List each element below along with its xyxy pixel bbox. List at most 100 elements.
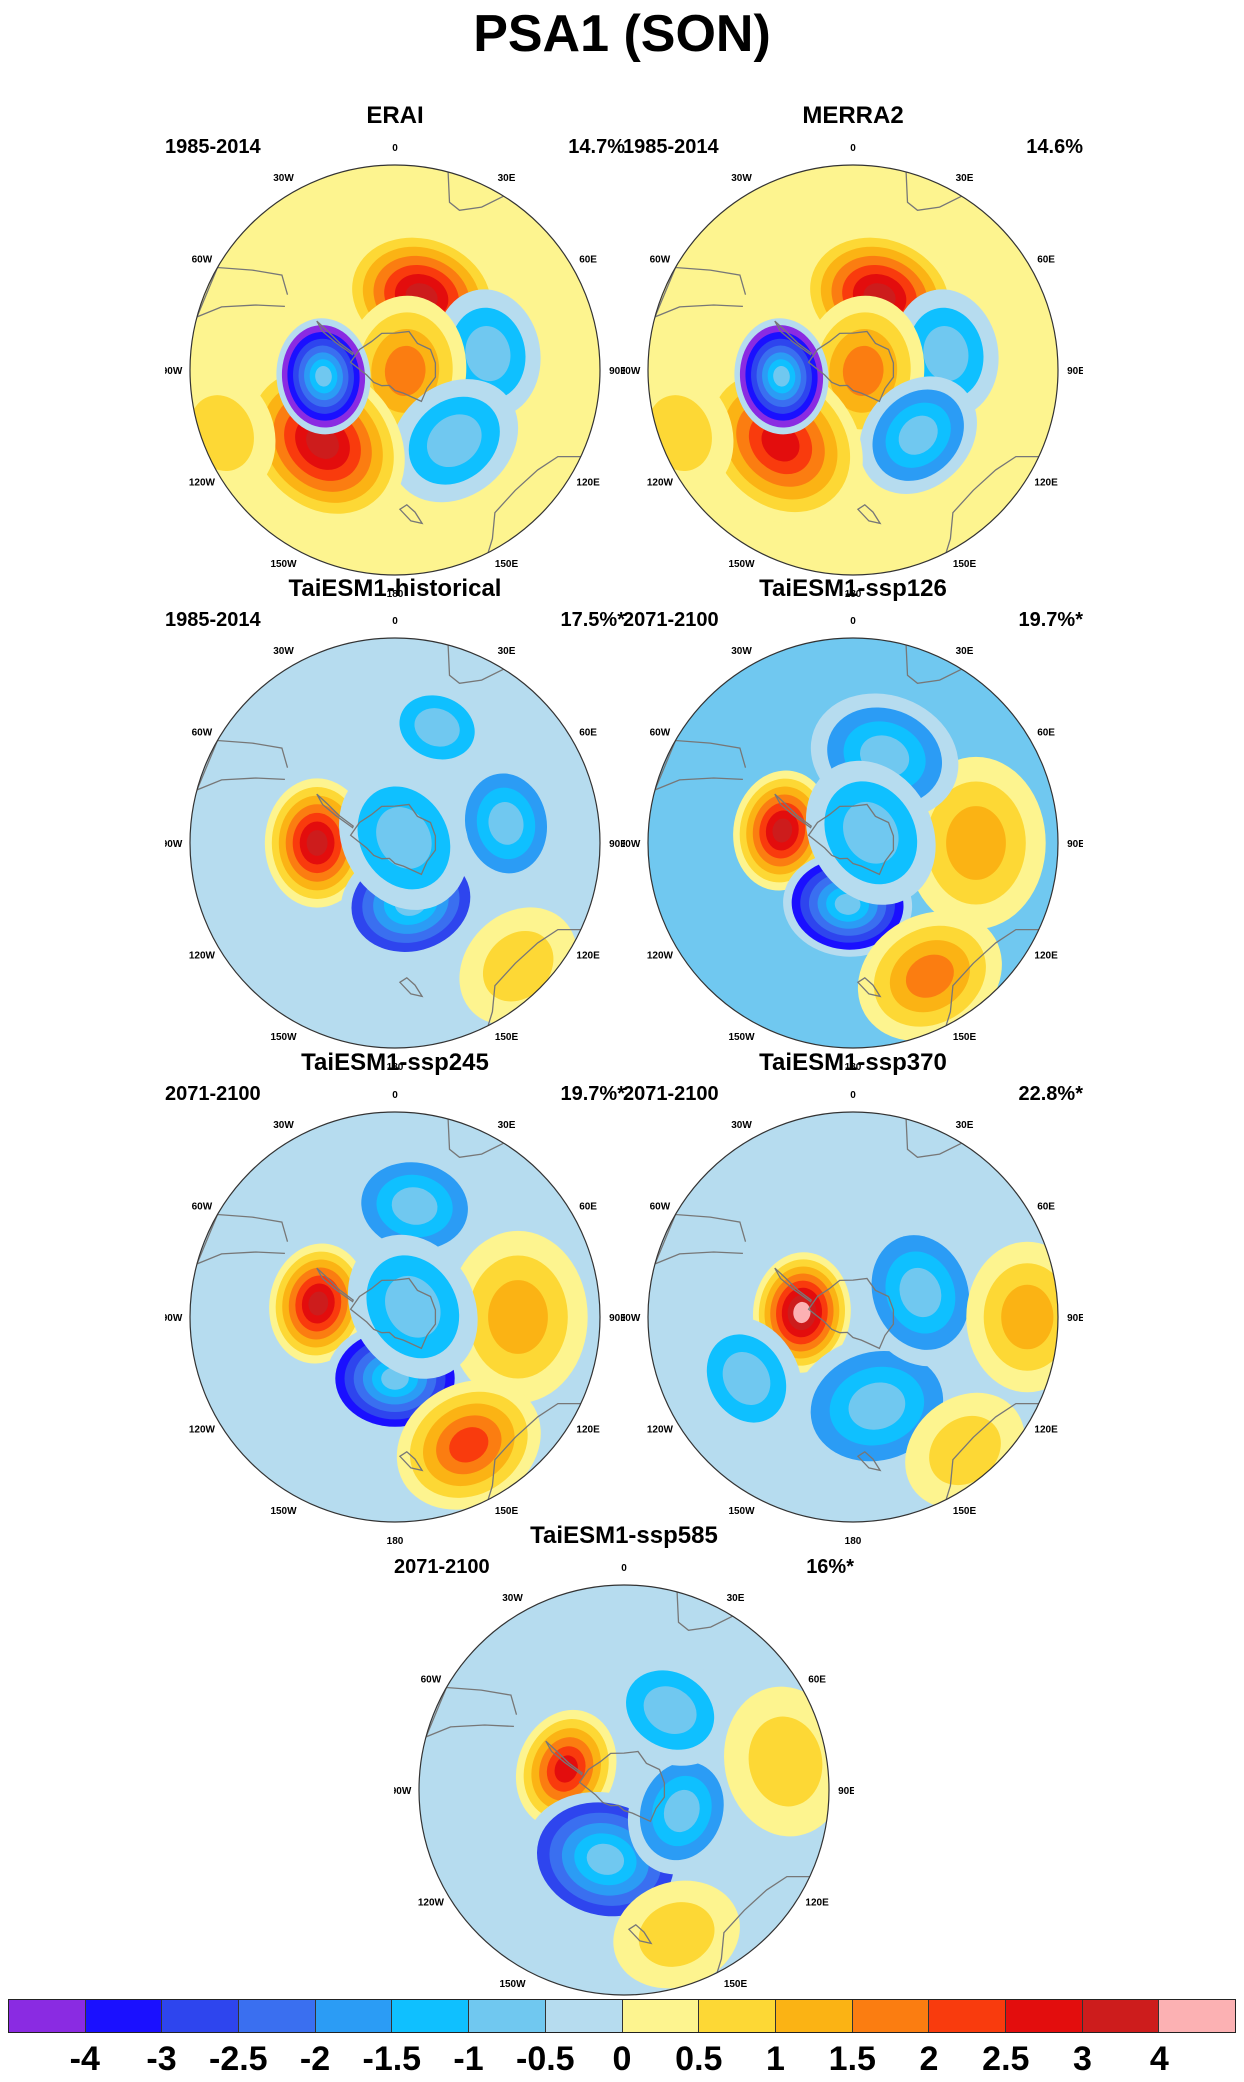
longitude-label: 120W — [189, 951, 216, 962]
longitude-label: 0 — [392, 616, 398, 627]
coastline — [195, 1213, 289, 1266]
colorbar-tick-label: -1 — [453, 2040, 484, 2078]
contour-fill — [722, 1352, 771, 1405]
colorbar-swatch — [852, 2000, 930, 2032]
panel-title: TaiESM1-ssp370 — [759, 1049, 947, 1076]
coastline — [398, 1450, 424, 1472]
contour-fill — [385, 1275, 441, 1338]
colorbar-swatch — [85, 2000, 163, 2032]
coastline — [856, 1450, 882, 1472]
panel-period: 2071-2100 — [623, 609, 719, 631]
longitude-label: 60E — [808, 1675, 826, 1686]
panel-variance: 22.8%* — [1018, 1083, 1084, 1105]
longitude-label: 30W — [731, 646, 752, 657]
coastline — [807, 330, 895, 403]
longitude-label: 30E — [956, 1120, 974, 1131]
contour-fill — [929, 1415, 1001, 1486]
longitude-label: 60E — [579, 1202, 597, 1213]
map-boundary — [189, 637, 601, 1049]
colorbar-tick-label: 0.5 — [675, 2040, 723, 2078]
longitude-label: 30W — [273, 173, 294, 184]
contour-fill — [946, 806, 1006, 880]
longitude-label: 60E — [579, 255, 597, 266]
longitude-label: 90E — [609, 1313, 625, 1324]
colorbar-swatch — [622, 2000, 700, 2032]
coastline — [653, 1213, 747, 1266]
map-panel: MERRA2 1985-2014 14.6% 0 30E 60E 90E 120E 150E 18… — [623, 102, 1083, 600]
longitude-label: 120W — [189, 478, 216, 489]
longitude-label: 90W — [165, 366, 183, 377]
contour-fill — [1001, 1284, 1054, 1350]
coastline — [487, 1402, 581, 1500]
panel-variance: 17.5%* — [560, 609, 626, 631]
longitude-label: 30E — [956, 173, 974, 184]
longitude-label: 30W — [502, 1593, 523, 1604]
longitude-label: 150W — [728, 1506, 755, 1517]
longitude-label: 0 — [850, 1090, 856, 1101]
coastline — [195, 739, 289, 792]
coastline — [774, 1267, 812, 1303]
map-boundary — [647, 1111, 1059, 1523]
longitude-label: 180 — [387, 1062, 404, 1073]
longitude-label: 60W — [650, 255, 671, 266]
longitude-label: 60E — [1037, 728, 1055, 739]
coastline — [905, 644, 962, 684]
map-boundary — [418, 1584, 830, 1996]
contour-fill — [923, 326, 969, 382]
longitude-label: 120E — [1034, 478, 1058, 489]
contour-fill — [843, 801, 899, 864]
map-boundary — [189, 164, 601, 576]
longitude-label: 90W — [394, 1786, 412, 1797]
longitude-label: 150E — [495, 1506, 519, 1517]
longitude-label: 90E — [609, 366, 625, 377]
longitude-label: 60E — [579, 728, 597, 739]
polar-map: 030E60E90E120E150E180150W120W90W60W30W — [394, 1563, 854, 2020]
longitude-label: 60W — [650, 728, 671, 739]
colorbar-tick-label: -1.5 — [362, 2040, 422, 2078]
panel-variance: 19.7%* — [560, 1083, 626, 1105]
longitude-label: 90W — [623, 366, 641, 377]
longitude-label: 150E — [495, 1032, 519, 1043]
panel-variance: 19.7%* — [1018, 609, 1084, 631]
longitude-label: 90E — [609, 839, 625, 850]
longitude-label: 150E — [953, 559, 977, 570]
coastline — [774, 793, 812, 829]
colorbar-swatch — [1159, 2000, 1235, 2032]
contour-fill — [586, 1843, 625, 1875]
polar-map: 030E60E90E120E150E180150W120W90W60W30W — [165, 143, 625, 600]
coastline — [316, 320, 354, 356]
coastline — [424, 1686, 518, 1739]
longitude-label: 90E — [1067, 839, 1083, 850]
longitude-label: 30W — [273, 646, 294, 657]
panel-title: TaiESM1-ssp585 — [530, 1522, 718, 1549]
colorbar-swatch — [315, 2000, 393, 2032]
coastline — [447, 1118, 504, 1158]
longitude-label: 120E — [1034, 1425, 1058, 1436]
coastline — [807, 1277, 895, 1350]
contour-fill — [384, 345, 426, 396]
colorbar-swatch — [392, 2000, 470, 2032]
field-background — [419, 1585, 829, 1995]
coastline — [349, 1277, 437, 1350]
longitude-label: 180 — [387, 1536, 404, 1547]
contour-fill — [308, 1291, 329, 1316]
longitude-label: 90W — [165, 839, 183, 850]
longitude-label: 150W — [728, 1032, 755, 1043]
polar-map: 030E60E90E120E150E180150W120W90W60W30W — [165, 1090, 625, 1547]
panel-title: TaiESM1-ssp126 — [759, 575, 947, 602]
polar-map: 030E60E90E120E150E180150W120W90W60W30W — [623, 616, 1083, 1073]
coastline — [716, 1875, 810, 1973]
longitude-label: 150E — [953, 1032, 977, 1043]
colorbar-swatch — [1082, 2000, 1160, 2032]
contour-fill — [414, 708, 460, 747]
map-boundary — [647, 164, 1059, 576]
panel-title: MERRA2 — [802, 102, 904, 129]
coastline — [487, 928, 581, 1026]
coastline — [905, 171, 962, 211]
map-panel: TaiESM1-historical 1985-2014 17.5%* 0 30E 60E… — [165, 575, 625, 1073]
polar-map: 030E60E90E120E150E180150W120W90W60W30W — [623, 143, 1083, 600]
coastline — [807, 803, 895, 876]
longitude-label: 30E — [498, 646, 516, 657]
longitude-label: 150E — [724, 1979, 748, 1990]
map-panel: TaiESM1-ssp585 2071-2100 16%* 0 30E 60E 90E 120… — [394, 1522, 854, 2020]
